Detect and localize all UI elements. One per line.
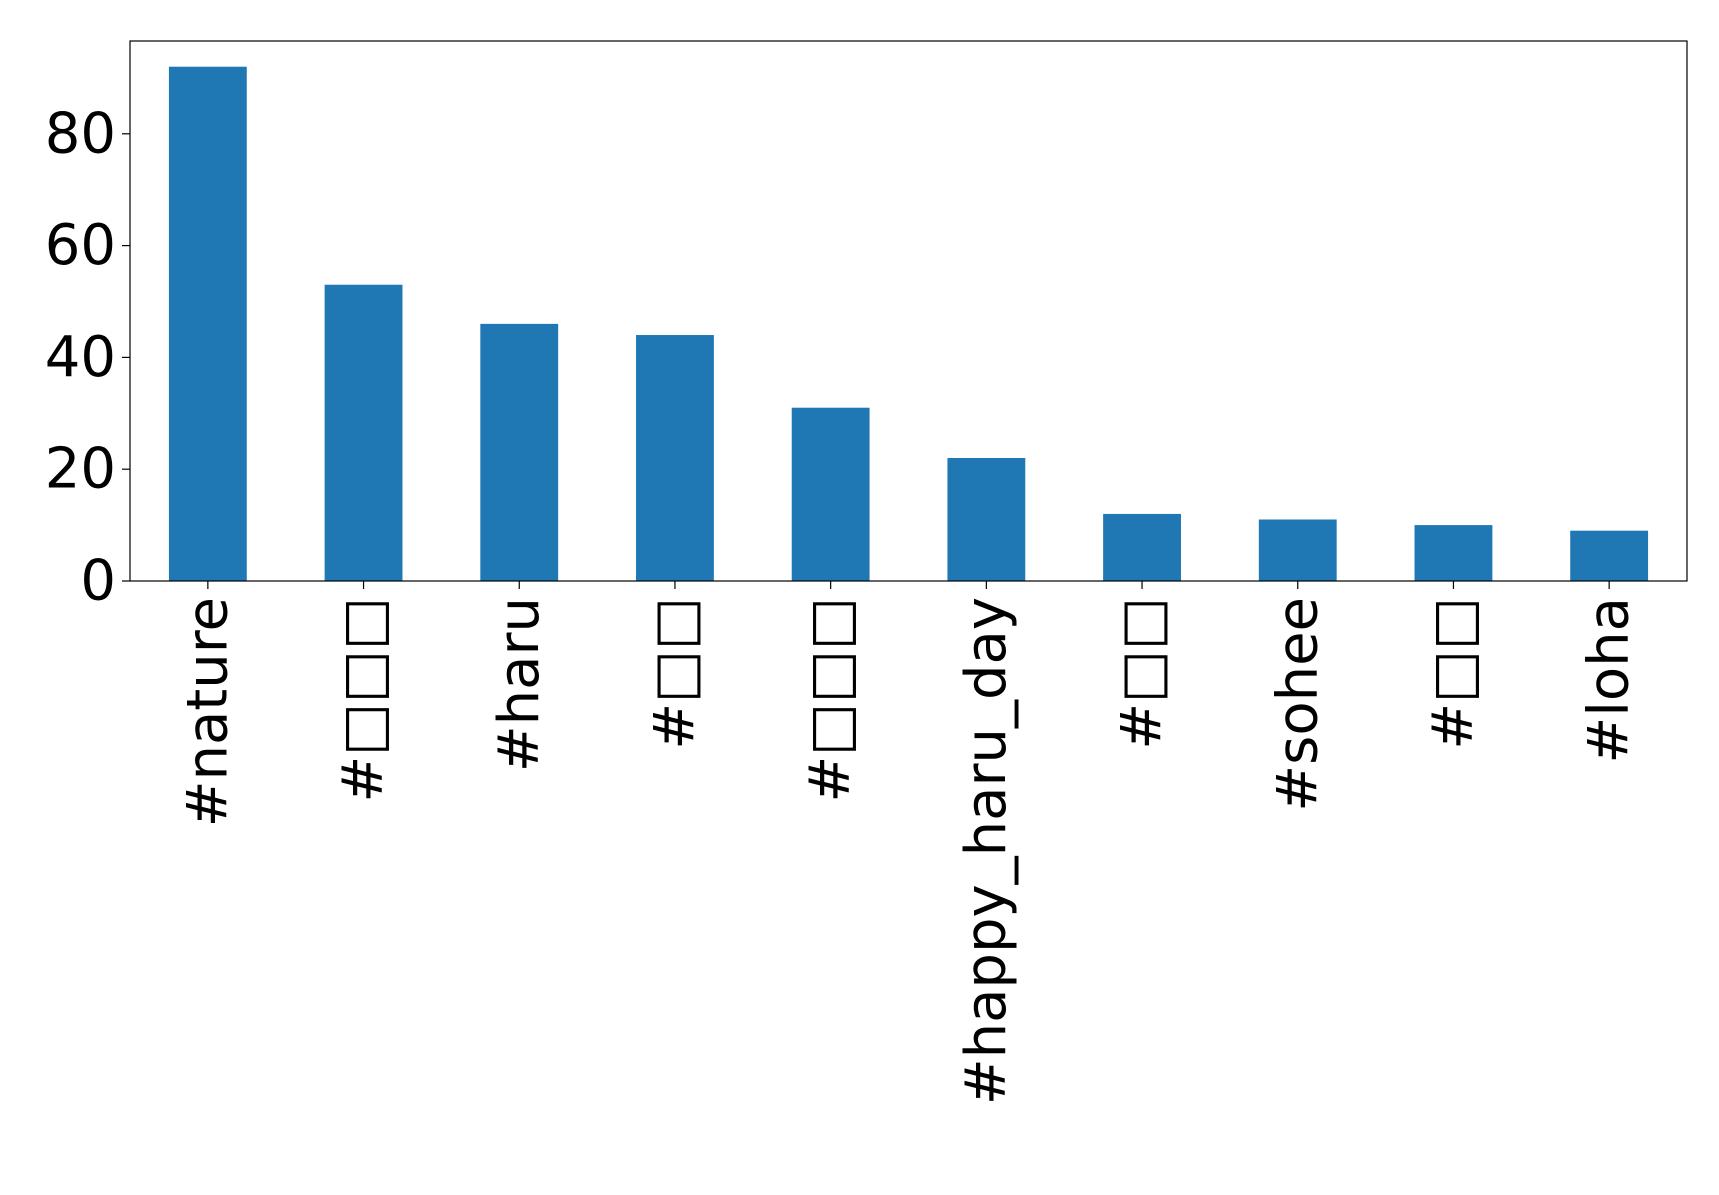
bar [1414,525,1493,581]
y-tick-label: 40 [45,325,116,390]
x-tick-label: #sohee [1265,597,1330,812]
y-tick-label: 0 [80,549,116,614]
x-tick-label: #nature [175,597,240,827]
bar [947,458,1026,581]
x-tick-label: #□□□ [331,597,396,803]
plot-frame [129,40,1688,582]
bar [1258,519,1337,581]
x-tick-label: #loha [1577,597,1642,764]
bar [636,335,714,581]
x-tick-label: #□□ [1421,597,1486,750]
bar [1103,513,1181,581]
x-axis: #nature #□□□ #haru #□□ #□□□ #happy_haru_day #□… [175,581,1642,1105]
x-tick-label: #haru [487,597,552,772]
x-tick-label: #□□ [1110,597,1175,750]
y-tick-label: 20 [45,437,116,502]
bar [324,284,403,581]
bar [168,66,247,581]
bars-group [168,66,1649,581]
y-tick-label: 80 [45,101,116,166]
x-tick-label: #□□□ [798,597,863,803]
y-axis: 0 20 40 60 80 [45,101,130,614]
x-tick-label: #happy_haru_day [954,597,1019,1105]
x-tick-label: #□□ [642,597,707,750]
bar [1570,530,1649,581]
bar [480,323,559,581]
y-tick-label: 60 [45,213,116,278]
bar [791,407,870,581]
